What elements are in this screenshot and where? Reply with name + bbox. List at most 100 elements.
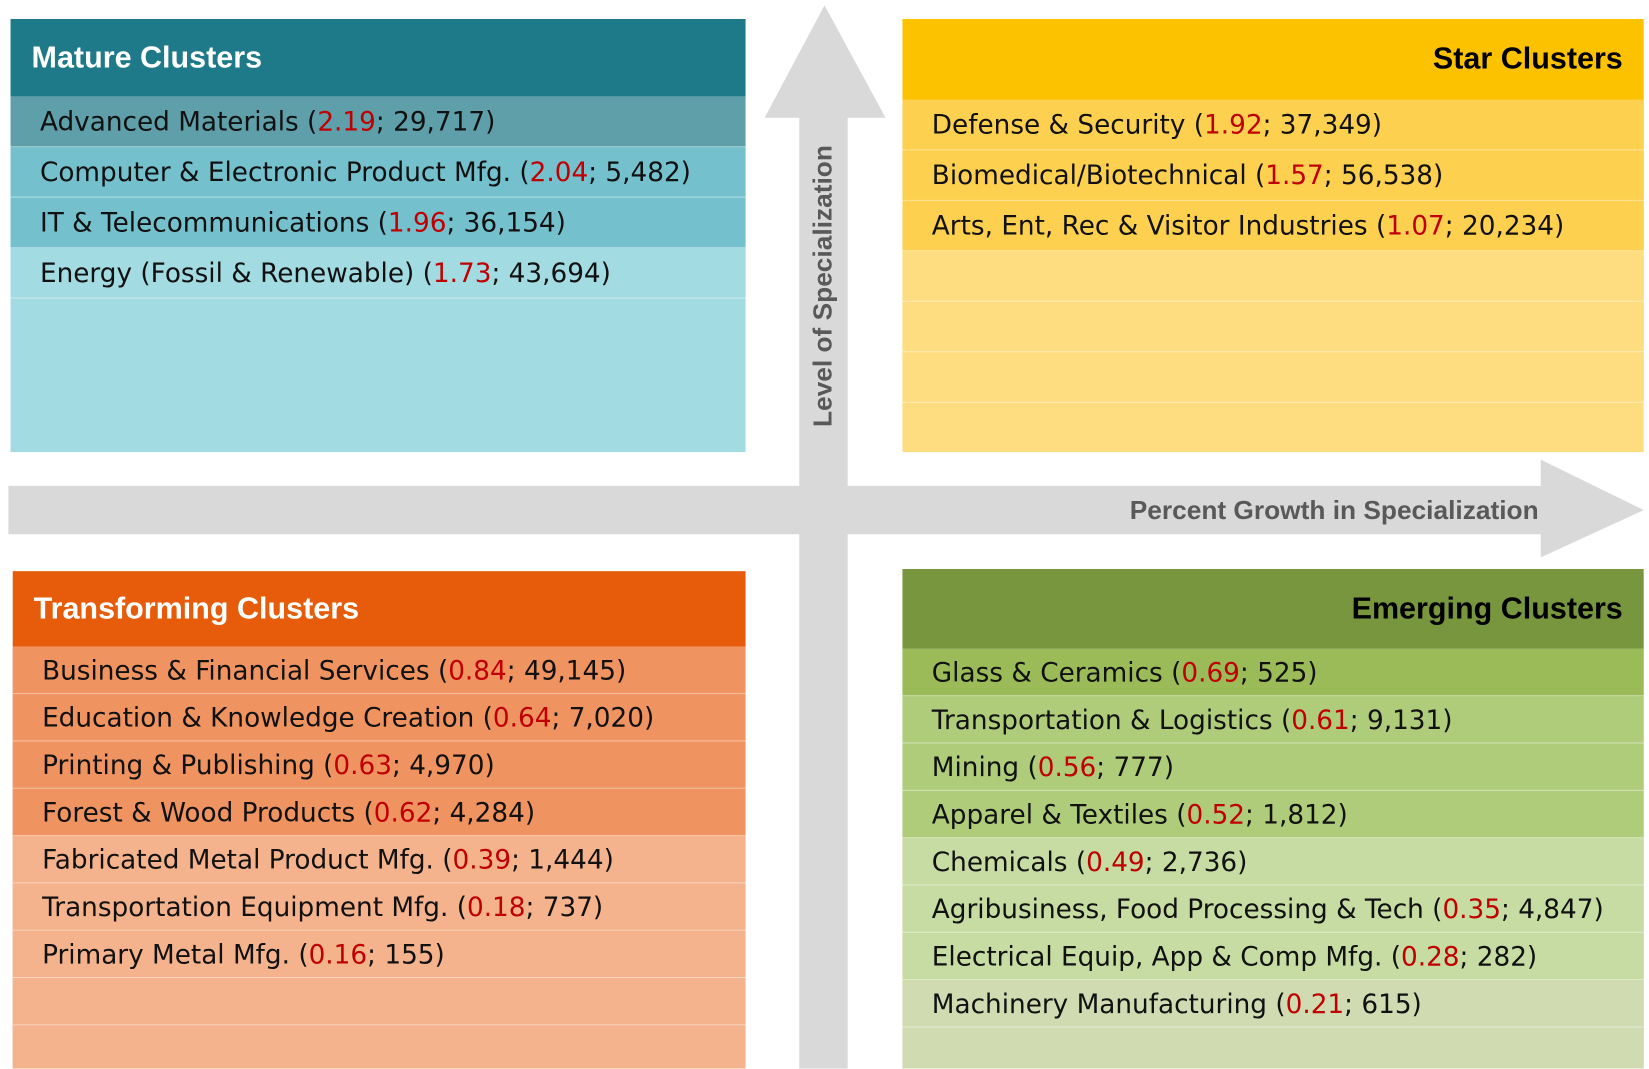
employment: ; 56,538) (1323, 159, 1444, 191)
specialization-value: 1.73 (432, 257, 492, 289)
cluster-row: Mining (0.56; 777) (902, 743, 1644, 791)
quadrant-title: Transforming Clusters (12, 571, 746, 647)
specialization-value: 0.62 (373, 796, 433, 828)
employment: ; 615) (1344, 988, 1422, 1019)
employment: ; 525) (1239, 656, 1318, 688)
cluster-name: Business & Financial Services ( (42, 654, 449, 686)
specialization-value: 0.64 (492, 702, 552, 733)
employment: ; 1,444) (511, 843, 614, 875)
empty-row (902, 251, 1644, 302)
specialization-value: 1.96 (387, 207, 447, 238)
specialization-value: 0.63 (333, 749, 392, 780)
quadrant-title: Emerging Clusters (902, 568, 1644, 649)
specialization-value: 0.69 (1181, 656, 1240, 688)
quadrant-body: Business & Financial Services (0.84; 49,… (12, 646, 746, 1069)
employment: ; 1,812) (1245, 798, 1348, 830)
specialization-value: 0.52 (1186, 798, 1246, 830)
cluster-row: Fabricated Metal Product Mfg. (0.39; 1,4… (12, 836, 746, 884)
cluster-row: Transportation & Logistics (0.61; 9,131) (902, 696, 1644, 744)
horizontal-axis-label: Percent Growth in Specialization (1130, 495, 1539, 525)
specialization-value: 0.56 (1037, 751, 1097, 782)
employment: ; 43,694) (491, 257, 611, 289)
employment: ; 777) (1096, 751, 1174, 782)
employment: ; 37,349) (1262, 109, 1383, 140)
cluster-row: Glass & Ceramics (0.69; 525) (902, 648, 1644, 697)
empty-row (902, 352, 1644, 403)
employment: ; 36,154) (446, 207, 566, 238)
cluster-name: Printing & Publishing ( (42, 749, 334, 780)
employment: ; 4,284) (432, 796, 536, 828)
cluster-row: Biomedical/Biotechnical (1.57; 56,538) (902, 150, 1644, 201)
cluster-name: Fabricated Metal Product Mfg. ( (42, 843, 453, 875)
employment: ; 9,131) (1349, 704, 1453, 735)
cluster-name: IT & Telecommunications ( (39, 207, 388, 238)
employment: ; 282) (1459, 940, 1538, 972)
specialization-value: 0.61 (1291, 704, 1350, 735)
specialization-value: 0.84 (448, 654, 507, 686)
specialization-value: 1.57 (1265, 159, 1324, 191)
cluster-name: Arts, Ent, Rec & Visitor Industries ( (931, 210, 1387, 241)
cluster-row: Chemicals (0.49; 2,736) (902, 838, 1644, 886)
cluster-name: Energy (Fossil & Renewable) ( (39, 257, 433, 289)
cluster-row: Transportation Equipment Mfg. (0.18; 737… (12, 883, 746, 931)
cluster-name: Apparel & Textiles ( (931, 798, 1187, 830)
specialization-value: 0.16 (308, 938, 368, 970)
cluster-name: Education & Knowledge Creation ( (42, 702, 493, 733)
cluster-name: Computer & Electronic Product Mfg. ( (39, 156, 530, 188)
quadrant-title: Star Clusters (902, 18, 1644, 100)
cluster-row: Computer & Electronic Product Mfg. (2.04… (10, 147, 746, 198)
cluster-name: Glass & Ceramics ( (931, 656, 1182, 688)
cluster-name: Chemicals ( (931, 846, 1087, 877)
specialization-value: 0.49 (1086, 846, 1145, 877)
cluster-row: IT & Telecommunications (1.96; 36,154) (10, 197, 746, 249)
cluster-row: Education & Knowledge Creation (0.64; 7,… (12, 694, 746, 742)
cluster-row: Primary Metal Mfg. (0.16; 155) (12, 930, 746, 979)
specialization-value: 0.21 (1285, 988, 1345, 1019)
cluster-name: Transportation Equipment Mfg. ( (42, 891, 467, 922)
quadrant-body: Glass & Ceramics (0.69; 525) Transportati… (902, 648, 1644, 1069)
specialization-value: 0.28 (1400, 940, 1460, 972)
specialization-value: 1.92 (1204, 109, 1263, 140)
empty-row (12, 1025, 746, 1069)
cluster-row: Defense & Security (1.92; 37,349) (902, 99, 1644, 151)
cluster-row: Advanced Materials (2.19; 29,717) (10, 96, 746, 148)
cluster-row: Forest & Wood Products (0.62; 4,284) (12, 788, 746, 837)
cluster-row: Apparel & Textiles (0.52; 1,812) (902, 790, 1644, 839)
employment: ; 49,145) (506, 654, 627, 686)
cluster-row: Energy (Fossil & Renewable) (1.73; 43,69… (10, 248, 746, 299)
cluster-name: Primary Metal Mfg. ( (42, 938, 309, 970)
quadrant-body: Advanced Materials (2.19; 29,717) Compute… (10, 96, 746, 453)
specialization-value: 2.04 (529, 156, 589, 188)
empty-row (12, 978, 746, 1026)
cluster-row: Arts, Ent, Rec & Visitor Industries (1.0… (902, 200, 1644, 252)
cluster-row: Machinery Manufacturing (0.21; 615) (902, 980, 1644, 1028)
cluster-name: Biomedical/Biotechnical ( (931, 159, 1266, 191)
vertical-axis-label: Level of Specialization (807, 145, 837, 427)
employment: ; 155) (367, 938, 445, 970)
employment: ; 20,234) (1444, 210, 1565, 241)
cluster-row: Business & Financial Services (0.84; 49,… (12, 646, 746, 695)
employment: ; 4,847) (1500, 893, 1604, 924)
cluster-name: Agribusiness, Food Processing & Tech ( (931, 893, 1443, 924)
cluster-name: Transportation & Logistics ( (931, 704, 1292, 735)
cluster-name: Advanced Materials ( (39, 106, 318, 137)
employment: ; 5,482) (588, 156, 691, 188)
employment: ; 7,020) (551, 702, 655, 733)
star-quadrant: Star Clusters Defense & Security (1.92; … (902, 18, 1644, 453)
cluster-name: Defense & Security ( (931, 109, 1205, 140)
cluster-name: Forest & Wood Products ( (42, 796, 374, 828)
quadrant-body: Defense & Security (1.92; 37,349) Biomedi… (902, 99, 1644, 453)
specialization-value: 0.35 (1442, 893, 1501, 924)
specialization-value: 0.39 (452, 843, 512, 875)
cluster-row: Electrical Equip, App & Comp Mfg. (0.28;… (902, 932, 1644, 981)
empty-row (902, 1027, 1644, 1069)
cluster-row: Agribusiness, Food Processing & Tech (0.… (902, 885, 1644, 933)
specialization-value: 1.07 (1386, 210, 1445, 241)
employment: ; 2,736) (1144, 846, 1248, 877)
employment: ; 737) (525, 891, 604, 922)
employment: ; 4,970) (391, 749, 495, 780)
quadrant-title: Mature Clusters (10, 18, 746, 97)
emerging-quadrant: Emerging Clusters Glass & Ceramics (0.69… (902, 568, 1644, 1069)
